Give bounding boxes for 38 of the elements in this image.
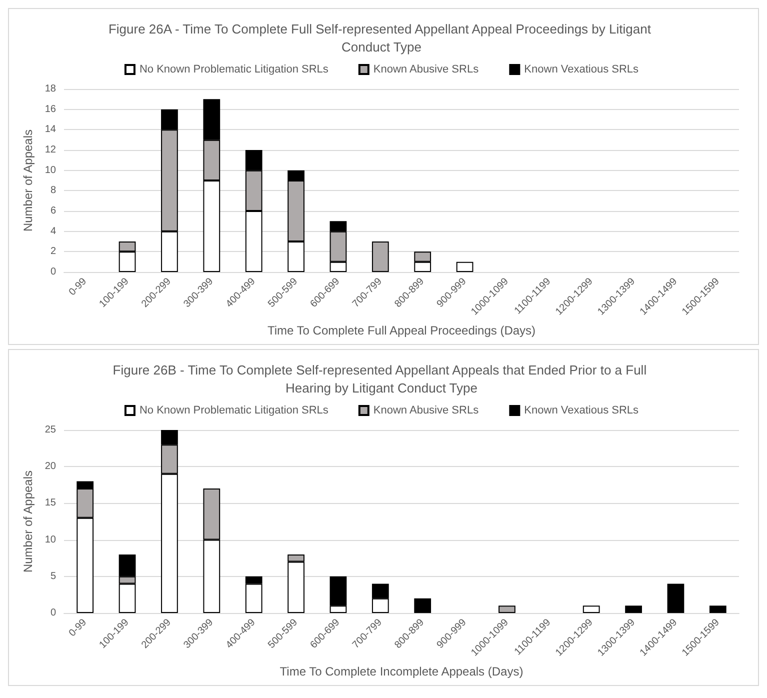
bar bbox=[582, 606, 600, 613]
y-axis-title: Number of Appeals bbox=[20, 470, 35, 573]
x-axis-title: Time To Complete Full Appeal Proceedings (Days) bbox=[267, 323, 536, 338]
y-tick-label: 10 bbox=[44, 164, 56, 176]
y-tick-label: 18 bbox=[44, 84, 56, 94]
y-tick-label: 12 bbox=[44, 144, 56, 156]
y-tick-label: 15 bbox=[44, 498, 56, 509]
y-tick-label: 25 bbox=[44, 424, 56, 436]
legend-label: Known Abusive SRLs bbox=[373, 64, 480, 76]
y-tick-label: 5 bbox=[50, 570, 56, 582]
legend-label: Known Vexatious SRLs bbox=[524, 404, 640, 416]
x-tick-label: 0-99 bbox=[67, 616, 90, 640]
legend-label: Known Vexatious SRLs bbox=[524, 64, 640, 76]
y-tick-label: 8 bbox=[50, 185, 56, 196]
bar bbox=[709, 606, 726, 613]
y-tick-label: 4 bbox=[50, 226, 56, 237]
legend-label: No Known Problematic Litigation SRLs bbox=[139, 64, 329, 76]
bar bbox=[625, 606, 642, 613]
y-tick-label: 6 bbox=[50, 206, 56, 216]
bar bbox=[414, 598, 432, 613]
y-tick-label: 0 bbox=[50, 266, 56, 278]
bar bbox=[372, 242, 389, 272]
legend-label: No Known Problematic Litigation SRLs bbox=[139, 404, 329, 416]
y-axis-title: Number of Appeals bbox=[20, 129, 35, 232]
y-tick-label: 14 bbox=[44, 124, 56, 136]
chart-title: Figure 26A - Time To Complete Full Self-represented Appellant Appeal Proceedings by Litigant Conduct Type bbox=[108, 22, 655, 54]
y-tick-label: 16 bbox=[44, 104, 56, 115]
y-tick-label: 10 bbox=[44, 534, 56, 546]
legend-label: Known Abusive SRLs bbox=[373, 404, 480, 416]
bar bbox=[667, 584, 684, 613]
bar bbox=[456, 262, 474, 272]
x-axis-title: Time To Complete Incomplete Appeals (Days) bbox=[280, 664, 524, 678]
y-tick-label: 20 bbox=[44, 461, 56, 472]
bar bbox=[498, 606, 516, 613]
y-tick-label: 0 bbox=[50, 608, 56, 618]
y-tick-label: 2 bbox=[50, 246, 56, 258]
x-tick-label: 0-99 bbox=[67, 276, 90, 298]
chart-title: Figure 26B - Time To Complete Self-represented Appellant Appeals that Ended Prior to a Full Hearing by Litigant Conduct Type bbox=[112, 362, 650, 396]
